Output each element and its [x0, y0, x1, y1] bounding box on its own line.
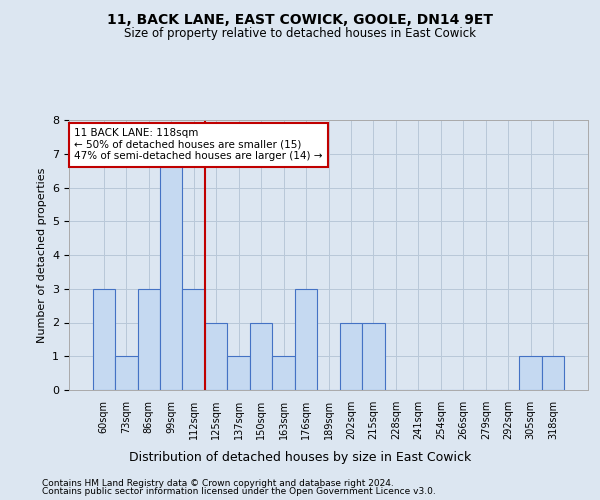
Bar: [92, 289, 115, 390]
Bar: [137, 289, 160, 390]
Text: Contains public sector information licensed under the Open Government Licence v3: Contains public sector information licen…: [42, 487, 436, 496]
Text: Distribution of detached houses by size in East Cowick: Distribution of detached houses by size …: [129, 451, 471, 464]
Bar: [250, 322, 272, 390]
Text: Size of property relative to detached houses in East Cowick: Size of property relative to detached ho…: [124, 28, 476, 40]
Bar: [227, 356, 250, 390]
Bar: [160, 154, 182, 390]
Bar: [362, 322, 385, 390]
Y-axis label: Number of detached properties: Number of detached properties: [37, 168, 47, 342]
Bar: [520, 356, 542, 390]
Bar: [272, 356, 295, 390]
Bar: [115, 356, 137, 390]
Bar: [542, 356, 565, 390]
Text: Contains HM Land Registry data © Crown copyright and database right 2024.: Contains HM Land Registry data © Crown c…: [42, 478, 394, 488]
Bar: [205, 322, 227, 390]
Text: 11 BACK LANE: 118sqm
← 50% of detached houses are smaller (15)
47% of semi-detac: 11 BACK LANE: 118sqm ← 50% of detached h…: [74, 128, 323, 162]
Text: 11, BACK LANE, EAST COWICK, GOOLE, DN14 9ET: 11, BACK LANE, EAST COWICK, GOOLE, DN14 …: [107, 12, 493, 26]
Bar: [182, 289, 205, 390]
Bar: [340, 322, 362, 390]
Bar: [295, 289, 317, 390]
